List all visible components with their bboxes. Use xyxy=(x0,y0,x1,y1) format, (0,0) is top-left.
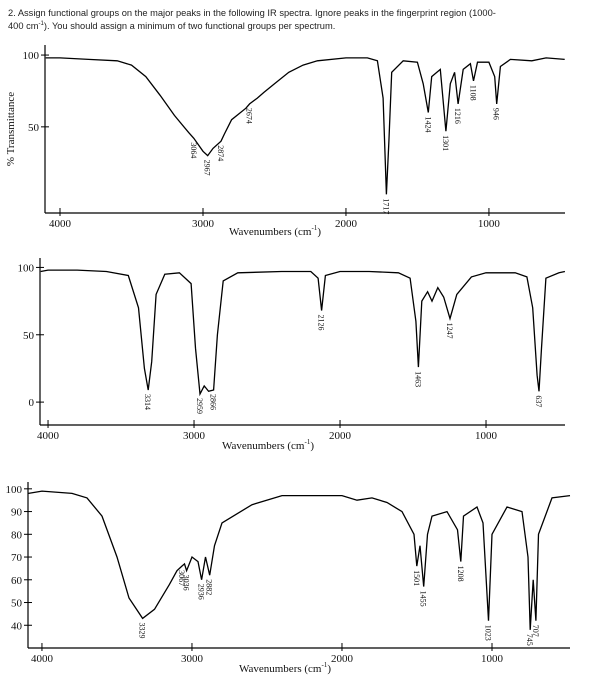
y-tick-label: 60 xyxy=(11,575,23,587)
peak-label: 2866 xyxy=(209,394,218,410)
x-tick-label: 3000 xyxy=(181,653,204,665)
x-axis-label-part: -1 xyxy=(311,224,317,232)
x-axis-label-part: -1 xyxy=(304,438,310,446)
peak-label: 2967 xyxy=(203,160,212,176)
peak-label: 1717 xyxy=(381,198,390,214)
question-text: ). You should assign a minimum of two fu… xyxy=(43,21,336,32)
x-axis-label-part: -1 xyxy=(321,661,327,669)
x-axis-label: Wavenumbers (cm-1) xyxy=(229,224,321,238)
y-tick-label: 80 xyxy=(11,529,23,541)
peak-label: 3067 xyxy=(177,570,186,586)
peak-label: 2674 xyxy=(245,108,254,124)
x-axis-label-part: Wavenumbers (cm xyxy=(229,226,312,238)
spectrum-line xyxy=(45,57,565,195)
x-tick-label: 3000 xyxy=(192,218,215,230)
peak-label: 1463 xyxy=(413,371,422,387)
peak-label: 637 xyxy=(534,395,543,407)
x-tick-label: 3000 xyxy=(183,430,206,442)
y-tick-label: 0 xyxy=(29,397,35,409)
peak-label: 946 xyxy=(492,108,501,120)
question-text: 400 cm xyxy=(8,21,39,32)
x-tick-label: 2000 xyxy=(335,218,358,230)
peak-label: 2936 xyxy=(197,584,206,600)
question-sup: -1 xyxy=(38,21,44,27)
peak-label: 1108 xyxy=(468,85,477,101)
y-tick-label: 50 xyxy=(11,598,23,610)
peak-label: 2874 xyxy=(216,145,225,161)
peak-label: 1247 xyxy=(445,323,454,339)
x-axis-label: Wavenumbers (cm-1) xyxy=(239,661,331,675)
x-tick-label: 1000 xyxy=(481,653,504,665)
y-tick-label: 100 xyxy=(18,262,35,274)
x-axis-label-part: ) xyxy=(327,663,331,675)
x-tick-label: 1000 xyxy=(475,430,498,442)
x-tick-label: 4000 xyxy=(31,653,54,665)
peak-label: 707 xyxy=(531,625,540,637)
peak-label: 1023 xyxy=(484,625,493,641)
spectrum-line xyxy=(40,269,566,397)
question-line: 2. Assign functional groups on the major… xyxy=(8,8,496,18)
peak-label: 1301 xyxy=(441,135,450,151)
spectrum-line xyxy=(28,490,571,630)
x-tick-label: 2000 xyxy=(329,430,352,442)
x-tick-label: 4000 xyxy=(49,218,72,230)
x-tick-label: 2000 xyxy=(331,653,354,665)
peak-label: 1501 xyxy=(412,570,421,586)
peak-label: 3314 xyxy=(143,394,152,410)
peak-label: 2882 xyxy=(205,579,214,595)
y-tick-label: 100 xyxy=(6,484,23,496)
x-tick-label: 1000 xyxy=(478,218,501,230)
peak-label: 1216 xyxy=(453,108,462,124)
peak-label: 3036 xyxy=(182,575,191,591)
peak-label: 1424 xyxy=(423,116,432,132)
peak-label: 2126 xyxy=(317,315,326,331)
y-tick-label: 100 xyxy=(23,50,40,62)
x-tick-label: 4000 xyxy=(37,430,60,442)
x-axis-label-part: ) xyxy=(317,226,321,238)
peak-label: 745 xyxy=(525,634,534,646)
peak-label: 1208 xyxy=(456,566,465,582)
peak-label: 3064 xyxy=(189,142,198,158)
y-axis-label: % Transmittance xyxy=(5,92,17,166)
question-line: 400 cm-1). You should assign a minimum o… xyxy=(8,21,335,31)
y-tick-label: 70 xyxy=(11,552,23,564)
x-axis-label-part: Wavenumbers (cm xyxy=(222,440,305,452)
y-tick-label: 90 xyxy=(11,507,23,519)
peak-label: 2959 xyxy=(195,398,204,414)
x-axis-label-part: ) xyxy=(310,440,314,452)
y-tick-label: 50 xyxy=(23,330,35,342)
peak-label: 3329 xyxy=(138,622,147,638)
x-axis-label: Wavenumbers (cm-1) xyxy=(222,438,314,452)
x-axis-label-part: Wavenumbers (cm xyxy=(239,663,322,675)
y-tick-label: 50 xyxy=(28,122,40,134)
y-tick-label: 40 xyxy=(11,620,23,632)
peak-label: 1455 xyxy=(419,591,428,607)
